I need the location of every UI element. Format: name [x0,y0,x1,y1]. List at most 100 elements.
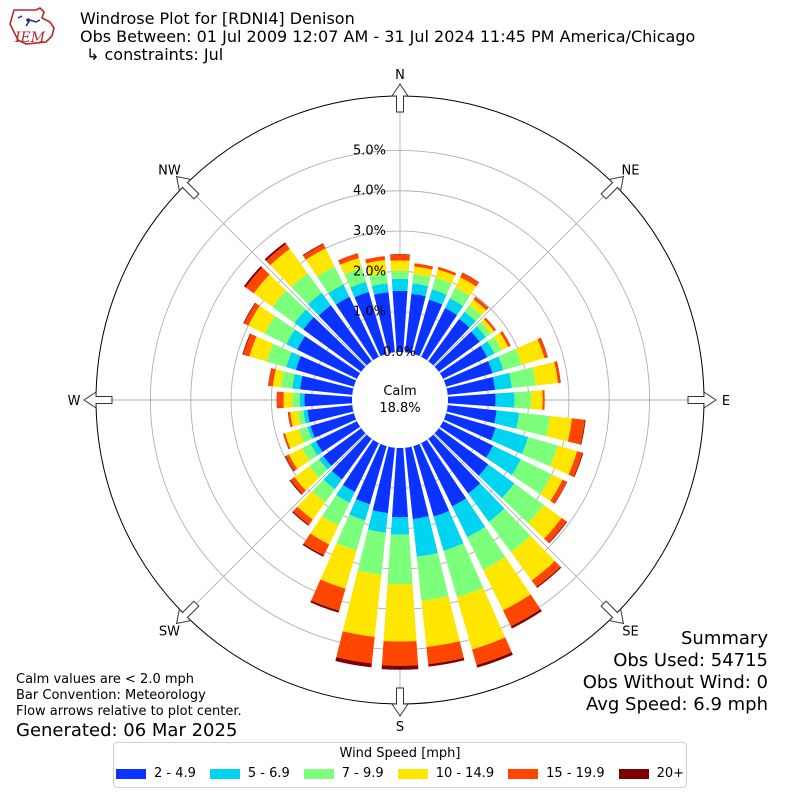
radial-tick-label: 4.0% [353,184,386,199]
wind-bar-segment [568,451,583,477]
wind-bar-segment [509,367,536,389]
wind-bar-segment [298,410,306,425]
wind-bar-segment [367,510,388,533]
wind-bar-segment [285,454,298,472]
wind-bar-segment [392,290,408,353]
wind-bar-segment [302,543,324,557]
wind-bar-segment [554,361,561,384]
wind-bar-segment [253,274,287,307]
wind-bar-segment [307,425,315,440]
wind-bar-segment [514,391,532,409]
wind-bar-segment [473,297,489,311]
wind-bar-segment [446,405,497,424]
wind-bar-segment [567,418,585,445]
wind-bar-segment [443,543,484,598]
chart-header: Windrose Plot for [RDNI4] Denison Obs Be… [80,10,695,64]
wind-bar-segment [476,652,513,668]
wind-bar-segment [243,303,260,326]
wind-bar-segment [428,434,481,494]
wind-bar-segment [282,433,290,450]
wind-bar-segment [554,481,568,504]
compass-label: SE [622,625,638,640]
flow-arrow-icon [391,687,409,717]
wind-bar-segment [294,309,314,330]
wind-bar-segment [342,570,382,637]
flow-arrow-icon [391,83,409,113]
legend-item: 20+ [618,766,684,781]
legend-item: 10 - 14.9 [397,766,495,781]
wind-bar-segment [414,263,434,270]
wind-bar-segment [303,243,326,260]
wind-bar-segment [540,474,563,501]
wind-bar-segment [381,640,419,666]
wind-bar-segment [344,267,366,288]
wind-bar-segment [556,361,561,383]
wind-bar-segment [515,339,545,365]
wind-bar-segment [452,498,486,538]
wind-bar-segment [243,302,256,324]
wind-bar-segment [310,413,357,438]
svg-text:IEM: IEM [14,30,46,46]
legend-items: 2 - 4.9 5 - 6.9 7 - 9.9 10 - 14.9 15 - 19.9 2… [114,766,686,781]
wind-bar-segment [449,287,470,306]
calm-note: Calm values are < 2.0 mph [16,672,195,687]
wind-bar-segment [290,410,301,427]
wind-bar-segment [390,260,410,271]
wind-bar-segment [573,452,584,478]
wind-bar-segment [318,456,332,470]
flow-arrow-icon [175,175,200,200]
obs-without-wind: Obs Without Wind: 0 [582,672,768,693]
wind-bar-segment [412,516,438,557]
wind-bar-segment [542,390,545,410]
wind-bar-segment [391,278,409,291]
wind-bar-segment [331,434,372,480]
wind-bar-segment [272,290,306,324]
wind-bar-segment [303,316,366,372]
avg-speed: Avg Speed: 6.9 mph [586,694,768,715]
wind-bar-segment [270,248,308,287]
wind-bar-segment [310,516,339,545]
wind-bar-segment [335,657,372,668]
wind-bar-segment [284,456,295,472]
wind-bar-segment [405,446,429,520]
wind-bar-segment [447,393,496,407]
wind-bar-segment [272,369,284,388]
wind-bar-segment [500,331,511,347]
legend-label: 10 - 14.9 [435,766,495,781]
compass-label: W [68,394,81,409]
wind-bar-segment [492,372,512,390]
legend-swatch [397,768,428,779]
wind-bar-segment [528,504,562,539]
wind-bar-segment [459,311,476,328]
compass-label: NE [622,163,640,178]
wind-bar-segment [356,443,387,505]
calm-value: 18.8% [379,401,420,416]
wind-bar-segment [350,281,369,298]
wind-bar-segment [412,274,431,287]
wind-bar-segment [443,360,493,387]
wind-bar-segment [349,499,370,521]
wind-bar-segment [428,289,447,305]
wind-bar-segment [320,543,357,589]
flow-arrow-icon [600,600,625,625]
flow-arrow-icon [83,391,113,409]
wind-bar-segment [421,596,460,647]
wind-bar-segment [537,337,548,359]
wind-bar-segment [292,511,310,526]
wind-bar-segment [303,409,310,424]
wind-bar-segment [434,331,480,372]
wind-bar-segment [494,410,520,429]
wind-bar-segment [511,459,552,495]
wind-bar-segment [249,336,274,362]
wind-bar-segment [416,553,449,601]
generated-date: Generated: 06 Mar 2025 [16,720,238,741]
wind-bar-segment [264,315,295,345]
wind-bar-segment [488,356,504,374]
wind-bar-segment [486,445,521,476]
wind-bar-segment [413,266,433,278]
flow-arrows-note: Flow arrows relative to plot center. [16,704,242,719]
legend-label: 2 - 4.9 [153,766,196,781]
wind-bar-segment [288,411,293,428]
wind-bar-segment [510,609,542,629]
wind-bar-segment [264,242,287,261]
